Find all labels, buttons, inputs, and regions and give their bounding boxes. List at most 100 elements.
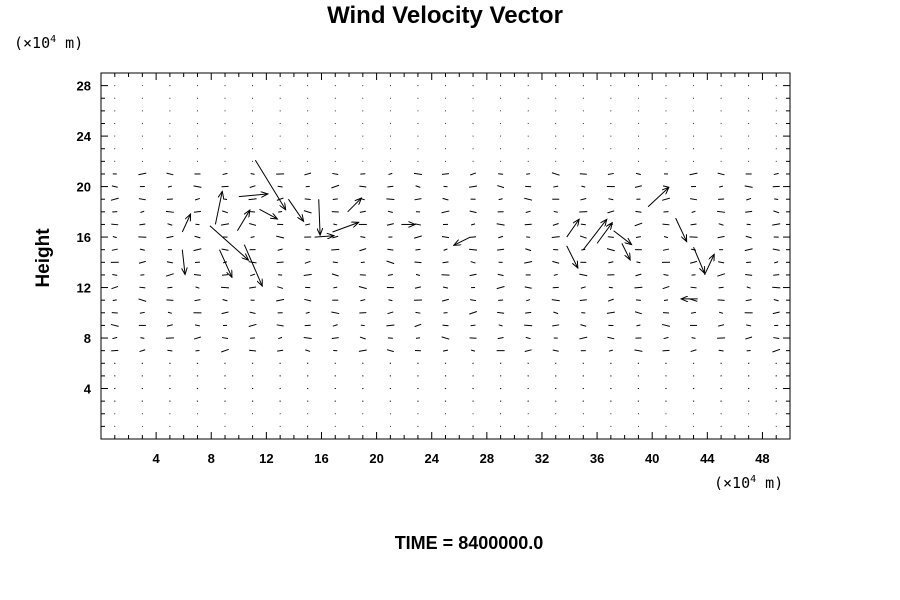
field-mark (221, 311, 229, 315)
field-mark (773, 299, 779, 302)
field-mark (579, 336, 588, 340)
field-mark (139, 286, 146, 289)
field-mark (663, 274, 669, 276)
field-mark (277, 286, 284, 289)
x-tick-label: 32 (535, 451, 549, 466)
field-mark (221, 337, 229, 339)
field-mark (248, 198, 257, 201)
field-mark (360, 299, 366, 302)
field-mark (498, 173, 504, 175)
field-mark (332, 261, 338, 264)
field-mark (634, 286, 643, 289)
field-mark (498, 198, 503, 201)
field-mark (414, 198, 422, 201)
field-mark (414, 286, 421, 289)
field-mark (221, 274, 229, 276)
field-mark (250, 273, 256, 277)
field-mark (166, 261, 173, 264)
field-mark (745, 299, 752, 302)
field-mark (359, 210, 366, 213)
field-mark (138, 198, 146, 201)
wind-vector (704, 254, 715, 276)
field-mark (580, 324, 587, 327)
field-mark (305, 349, 311, 352)
field-mark (304, 198, 311, 201)
field-mark (139, 248, 145, 251)
field-mark (689, 172, 698, 176)
field-mark (551, 299, 560, 302)
field-mark (773, 172, 779, 176)
field-mark (140, 337, 145, 339)
field-mark (525, 336, 531, 340)
field-mark (248, 323, 257, 327)
x-tick-label: 8 (208, 451, 215, 466)
field-mark (691, 210, 696, 213)
field-mark (220, 286, 230, 289)
field-mark (772, 286, 781, 289)
field-mark (138, 298, 147, 302)
wind-vector (613, 230, 632, 245)
y-tick-label: 28 (77, 79, 91, 94)
field-mark (387, 248, 394, 251)
y-tick-labels: 4 8 12 16 20 24 28 (77, 79, 92, 397)
field-mark (469, 185, 478, 188)
x-tick-labels: 4 8 12 16 20 24 28 32 36 40 44 48 (153, 451, 770, 466)
wind-vector (287, 198, 303, 221)
field-mark (195, 286, 200, 289)
field-mark (139, 311, 145, 314)
field-mark (635, 273, 642, 277)
field-mark (387, 185, 394, 188)
x-unit-label: (×104 m) (714, 474, 783, 492)
field-mark (303, 210, 312, 214)
field-mark (388, 172, 393, 176)
field-mark (662, 248, 670, 251)
field-mark (552, 324, 560, 327)
field-mark (332, 235, 339, 239)
field-mark (634, 222, 643, 227)
field-mark (580, 286, 586, 289)
field-mark (470, 261, 476, 264)
wind-vector (243, 244, 262, 286)
field-mark (441, 236, 450, 239)
wind-vector (582, 219, 606, 250)
field-mark (745, 336, 753, 340)
field-mark (415, 337, 420, 339)
field-mark (278, 211, 283, 213)
field-mark (717, 273, 726, 277)
field-mark (277, 248, 283, 251)
field-mark (220, 223, 230, 226)
wind-vector (566, 219, 579, 238)
field-mark (607, 336, 615, 340)
field-mark (277, 185, 283, 188)
field-mark (112, 274, 118, 276)
field-mark (112, 236, 117, 239)
field-mark (414, 223, 421, 226)
field-mark (248, 261, 257, 264)
x-tick-label: 12 (259, 451, 273, 466)
field-mark (606, 311, 615, 314)
field-mark (386, 349, 394, 353)
field-mark (305, 223, 311, 226)
field-mark (386, 223, 394, 226)
field-mark (331, 311, 340, 315)
field-mark (497, 311, 505, 314)
field-mark (552, 349, 559, 352)
field-mark (193, 210, 201, 213)
field-mark (278, 336, 283, 340)
field-mark (332, 324, 338, 327)
field-mark (249, 223, 257, 226)
field-mark (222, 210, 229, 214)
field-mark (525, 210, 531, 213)
field-mark (745, 235, 752, 239)
field-mark (773, 210, 780, 214)
field-mark (470, 223, 476, 226)
field-mark (746, 324, 752, 327)
field-mark (772, 248, 780, 251)
field-mark (634, 311, 642, 315)
field-mark (167, 311, 172, 314)
field-mark (469, 273, 477, 277)
field-mark (111, 223, 119, 226)
field-mark (717, 235, 725, 239)
field-mark (332, 172, 339, 175)
